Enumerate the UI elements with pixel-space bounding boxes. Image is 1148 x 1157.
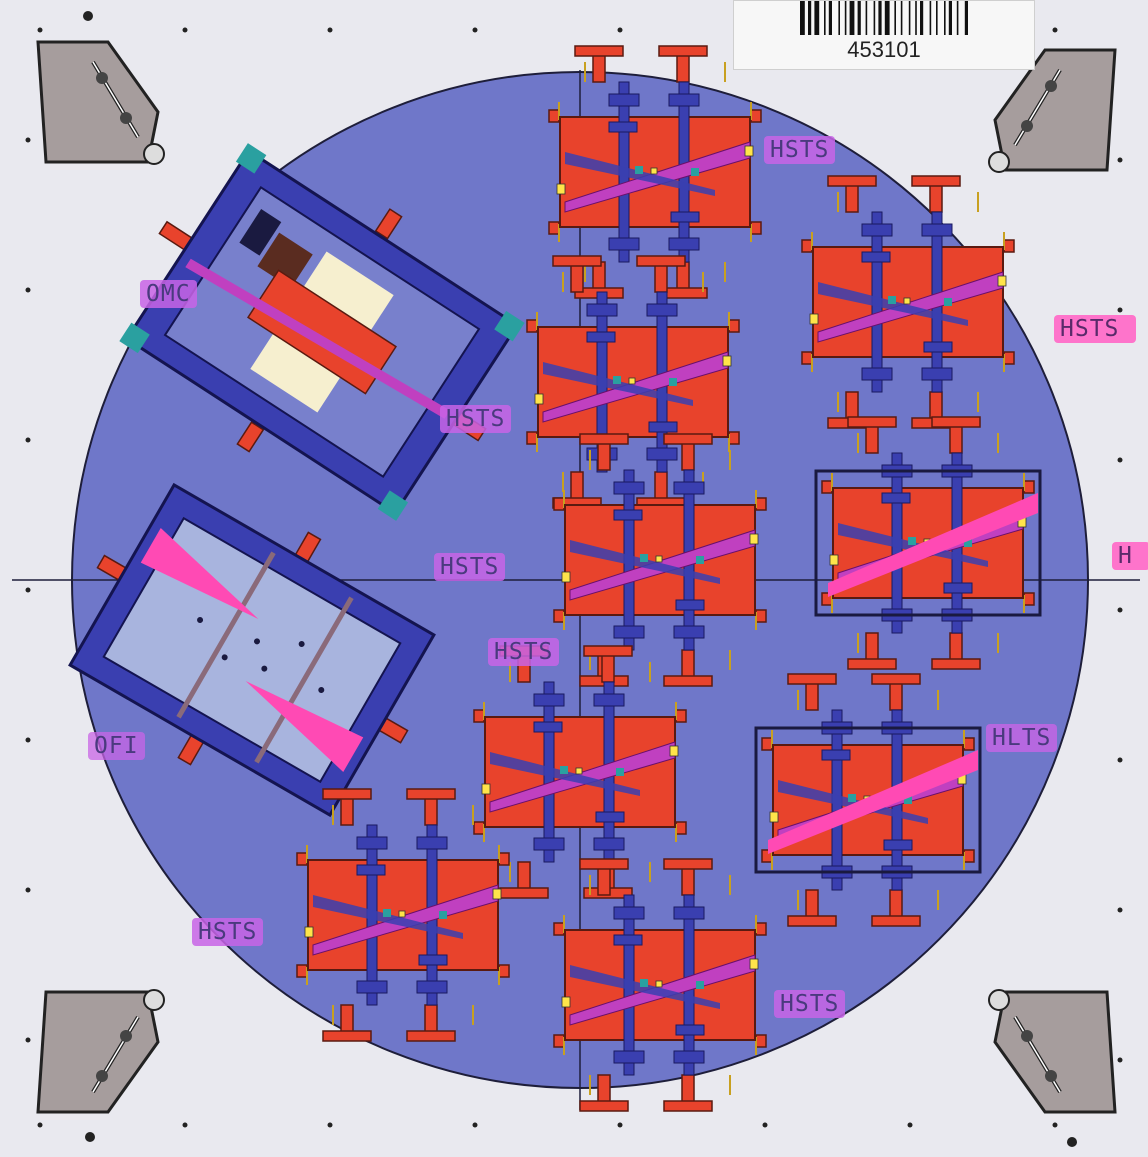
reference-dot bbox=[182, 1122, 188, 1128]
barcode-bar bbox=[929, 1, 932, 35]
reference-dot bbox=[1117, 607, 1123, 613]
barcode-bar bbox=[873, 1, 876, 35]
barcode-bar bbox=[849, 1, 855, 35]
reference-dot bbox=[25, 437, 31, 443]
reference-dot bbox=[472, 1122, 478, 1128]
ofi-assembly bbox=[68, 482, 436, 818]
label-hsts-1: HSTS bbox=[764, 136, 836, 164]
label-ofi: OFI bbox=[88, 732, 145, 760]
corner-fixture-bottom-left bbox=[36, 988, 166, 1114]
reference-dot bbox=[25, 587, 31, 593]
barcode-bar bbox=[800, 1, 805, 35]
barcode-bar bbox=[964, 1, 968, 35]
label-hsts-5: HSTS bbox=[192, 918, 264, 946]
barcode-bar bbox=[884, 1, 890, 35]
barcode-bar bbox=[936, 1, 938, 35]
reference-dot bbox=[1117, 457, 1123, 463]
reference-dot bbox=[182, 27, 188, 33]
hlts-platform-upper bbox=[814, 416, 1042, 670]
reference-dot bbox=[1117, 307, 1123, 313]
barcode-bar bbox=[838, 1, 840, 35]
barcode-bar bbox=[857, 1, 861, 35]
label-h-right-edge: H bbox=[1112, 542, 1148, 570]
reference-dot bbox=[25, 287, 31, 293]
label-hsts-3: HSTS bbox=[434, 553, 506, 581]
omc-assembly bbox=[119, 143, 525, 521]
barcode-label: 453101 bbox=[733, 0, 1035, 70]
barcode-bar bbox=[878, 1, 882, 35]
barcode-bar bbox=[828, 1, 832, 35]
barcode-bar bbox=[944, 1, 946, 35]
reference-dot bbox=[327, 27, 333, 33]
reference-dot bbox=[25, 737, 31, 743]
barcode-bar bbox=[814, 1, 820, 35]
barcode-bar bbox=[894, 1, 896, 35]
corner-fixture-top-left bbox=[36, 40, 166, 166]
reference-dot bbox=[617, 1122, 623, 1128]
registration-dot bbox=[1067, 1137, 1077, 1147]
reference-dot bbox=[37, 1122, 43, 1128]
barcode-bar bbox=[808, 1, 812, 35]
reference-dot bbox=[1052, 27, 1058, 33]
reference-dot bbox=[1052, 1122, 1058, 1128]
hlts-platform-lower bbox=[754, 673, 982, 927]
corner-fixture-bottom-right bbox=[987, 988, 1117, 1114]
reference-dot bbox=[472, 27, 478, 33]
reference-dot bbox=[1117, 757, 1123, 763]
reference-dot bbox=[37, 27, 43, 33]
reference-dot bbox=[25, 1037, 31, 1043]
barcode-bar bbox=[948, 1, 952, 35]
barcode-bar bbox=[920, 1, 924, 35]
label-hsts-4: HSTS bbox=[488, 638, 560, 666]
reference-dot bbox=[762, 1122, 768, 1128]
label-hsts-right-edge: HSTS bbox=[1054, 315, 1136, 343]
reference-dot bbox=[907, 1122, 913, 1128]
barcode-bar bbox=[844, 1, 847, 35]
label-hlts: HLTS bbox=[986, 724, 1058, 752]
reference-dot bbox=[617, 27, 623, 33]
barcode-bar bbox=[915, 1, 917, 35]
reference-dot bbox=[1117, 907, 1123, 913]
reference-dot bbox=[327, 1122, 333, 1128]
reference-dot bbox=[1117, 1057, 1123, 1063]
barcode-bar bbox=[824, 1, 826, 35]
barcode-bar bbox=[865, 1, 868, 35]
barcode-icon bbox=[800, 1, 968, 35]
registration-dot bbox=[85, 1132, 95, 1142]
label-hsts-6: HSTS bbox=[774, 990, 846, 1018]
reference-dot bbox=[25, 887, 31, 893]
reference-dot bbox=[1117, 157, 1123, 163]
label-omc: OMC bbox=[140, 280, 197, 308]
barcode-bar bbox=[956, 1, 959, 35]
barcode-bar bbox=[908, 1, 911, 35]
registration-dot bbox=[83, 11, 93, 21]
label-hsts-2: HSTS bbox=[440, 405, 512, 433]
barcode-bar bbox=[900, 1, 903, 35]
barcode-number: 453101 bbox=[847, 37, 921, 62]
reference-dot bbox=[25, 137, 31, 143]
